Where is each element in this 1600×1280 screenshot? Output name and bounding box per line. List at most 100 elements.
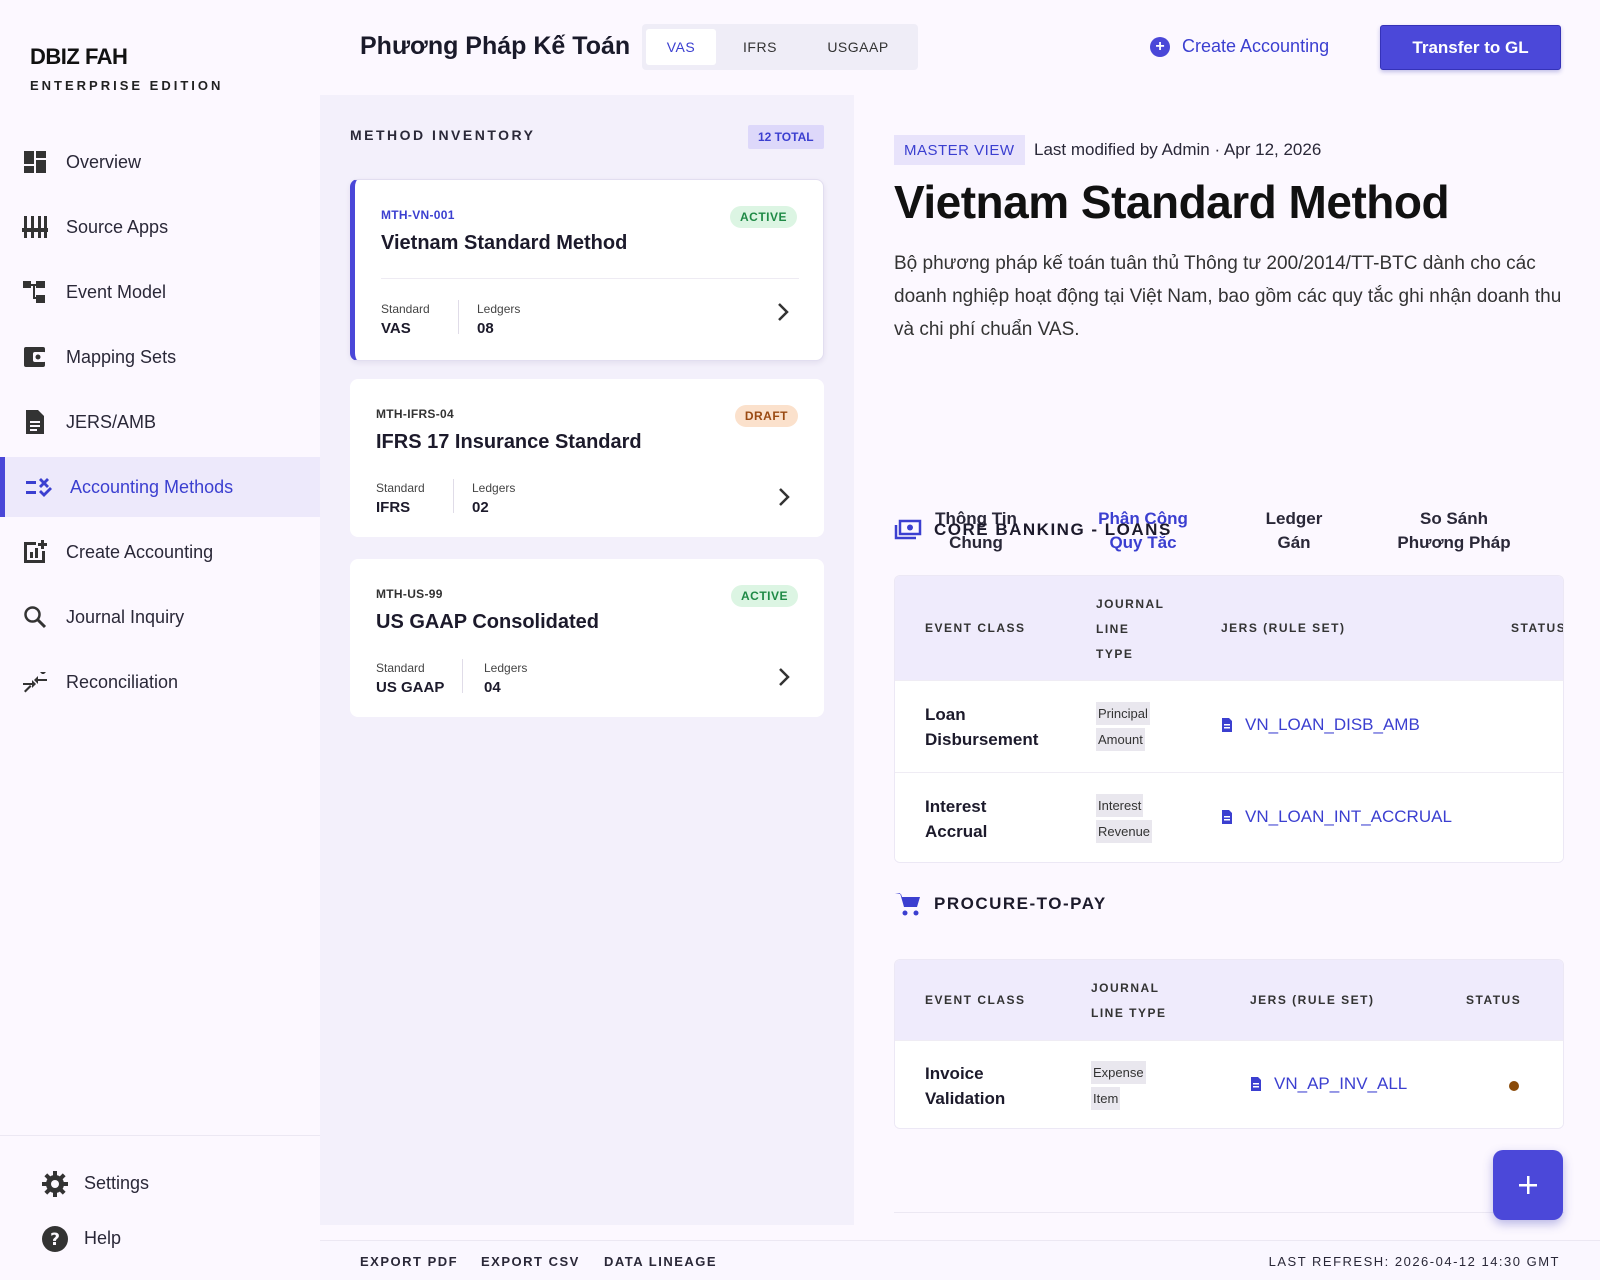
- total-badge: 12 TOTAL: [748, 125, 824, 149]
- master-view-badge: MASTER VIEW: [894, 135, 1025, 165]
- ledgers-value: 08: [477, 320, 494, 337]
- method-code: MTH-IFRS-04: [376, 407, 454, 421]
- tab-method-compare[interactable]: So Sánh Phương Pháp: [1390, 507, 1518, 555]
- journal-line-type: Expense Item: [1091, 1060, 1146, 1112]
- data-lineage-link[interactable]: DATA LINEAGE: [604, 1254, 718, 1269]
- plus-icon: [1519, 1176, 1537, 1194]
- standard-label: Standard: [381, 302, 430, 316]
- chevron-right-icon: [778, 667, 790, 693]
- method-description: Bộ phương pháp kế toán tuân thủ Thông tư…: [894, 253, 1562, 340]
- sidebar-item-accounting-methods[interactable]: Accounting Methods: [0, 457, 320, 517]
- tab-ledger-assign[interactable]: Ledger Gán: [1252, 507, 1336, 555]
- meta-separator: [458, 300, 459, 334]
- meta-separator: [453, 479, 454, 513]
- method-name: Vietnam Standard Method: [381, 232, 628, 254]
- standard-label: Standard: [376, 481, 425, 495]
- journal-line-type: Principal Amount: [1096, 701, 1150, 753]
- sidebar-bottom: Settings ? Help: [0, 1135, 320, 1266]
- section-header: CORE BANKING - LOANS: [894, 516, 1172, 544]
- money-icon: [894, 516, 922, 544]
- tab-ifrs[interactable]: IFRS: [743, 39, 777, 55]
- brand: DBIZ FAH ENTERPRISE EDITION: [30, 44, 223, 93]
- sidebar-item-label: Event Model: [66, 281, 167, 302]
- method-title: Vietnam Standard Method: [894, 176, 1450, 228]
- jers-link[interactable]: VN_AP_INV_ALL: [1250, 1074, 1407, 1094]
- table-row[interactable]: Invoice Validation Expense Item VN_AP_IN…: [895, 1040, 1563, 1128]
- add-circle-icon: +: [1150, 36, 1170, 57]
- table-header: EVENT CLASS JOURNAL LINE TYPE JERS (RULE…: [895, 960, 1563, 1040]
- method-name: US GAAP Consolidated: [376, 611, 599, 633]
- journal-line-type: Interest Revenue: [1096, 793, 1153, 845]
- tab-label: Ledger: [1265, 509, 1323, 528]
- inventory-heading: METHOD INVENTORY: [350, 127, 536, 143]
- sidebar-item-mapping-sets[interactable]: Mapping Sets: [0, 327, 320, 387]
- transfer-to-gl-button[interactable]: Transfer to GL: [1380, 25, 1561, 70]
- last-refresh-text: LAST REFRESH: 2026-04-12 14:30 GMT: [1268, 1254, 1560, 1269]
- column-header: JOURNAL LINE TYPE: [1091, 981, 1167, 1020]
- chart-add-icon: [22, 539, 48, 565]
- tab-label: Thông Tin: [935, 509, 1017, 528]
- sidebar-item-label: Journal Inquiry: [66, 606, 185, 627]
- standard-value: VAS: [381, 320, 411, 337]
- tab-label: Gán: [1277, 533, 1311, 552]
- tab-label: Phương Pháp: [1397, 533, 1511, 552]
- panel-divider: [894, 1212, 1564, 1213]
- column-header: STATUS: [1466, 993, 1522, 1007]
- wallet-icon: [22, 344, 48, 370]
- tab-label: So Sánh: [1419, 509, 1488, 528]
- sidebar-item-label: Accounting Methods: [70, 476, 234, 497]
- table-row[interactable]: Loan Disbursement Principal Amount VN_LO…: [895, 680, 1563, 772]
- page-title: Phương Pháp Kế Toán: [360, 32, 631, 60]
- rules-table: EVENT CLASS JOURNAL LINE TYPE JERS (RULE…: [894, 575, 1564, 863]
- method-card[interactable]: MTH-US-99 ACTIVE US GAAP Consolidated St…: [350, 559, 824, 717]
- table-header: EVENT CLASS JOURNAL LINE TYPE JERS (RULE…: [895, 576, 1563, 680]
- sidebar-item-event-model[interactable]: Event Model: [0, 262, 320, 322]
- sidebar-item-journal-inquiry[interactable]: Journal Inquiry: [0, 587, 320, 647]
- column-header: JOURNAL LINE TYPE: [1096, 597, 1165, 661]
- column-header: EVENT CLASS: [925, 621, 1026, 635]
- column-header: EVENT CLASS: [925, 993, 1026, 1007]
- sidebar-item-label: Create Accounting: [66, 541, 214, 562]
- sidebar-item-create-accounting[interactable]: Create Accounting: [0, 522, 320, 582]
- sidebar-item-jers-amb[interactable]: JERS/AMB: [0, 392, 320, 452]
- help-icon: ?: [40, 1224, 70, 1254]
- table-row[interactable]: Interest Accrual Interest Revenue VN_LOA…: [895, 772, 1563, 862]
- sidebar-item-label: Reconciliation: [66, 671, 179, 692]
- sidebar-item-label: Source Apps: [66, 216, 169, 237]
- dashboard-icon: [22, 149, 48, 175]
- tab-usgaap[interactable]: USGAAP: [827, 39, 889, 55]
- header: Phương Pháp Kế Toán VAS IFRS USGAAP + Cr…: [320, 0, 1600, 95]
- sidebar-item-reconciliation[interactable]: Reconciliation: [0, 652, 320, 712]
- export-pdf-link[interactable]: EXPORT PDF: [360, 1254, 459, 1269]
- add-rule-fab[interactable]: [1493, 1150, 1563, 1220]
- method-code: MTH-VN-001: [381, 208, 455, 222]
- ledgers-label: Ledgers: [472, 481, 516, 495]
- status-dot: [1509, 1081, 1519, 1091]
- sidebar-item-source-apps[interactable]: Source Apps: [0, 197, 320, 257]
- tab-general-info[interactable]: Thông Tin Chung: [924, 507, 1028, 555]
- create-accounting-link[interactable]: + Create Accounting: [1150, 36, 1329, 57]
- ledgers-label: Ledgers: [477, 302, 521, 316]
- svg-text:?: ?: [50, 1230, 60, 1250]
- method-card[interactable]: MTH-VN-001 ACTIVE Vietnam Standard Metho…: [350, 179, 824, 361]
- method-card[interactable]: MTH-IFRS-04 DRAFT IFRS 17 Insurance Stan…: [350, 379, 824, 537]
- gear-icon: [40, 1169, 70, 1199]
- tab-vas[interactable]: VAS: [646, 29, 716, 65]
- sliders-icon: [22, 214, 48, 240]
- section-header: PROCURE-TO-PAY: [894, 890, 1107, 918]
- sidebar-item-help[interactable]: ? Help: [0, 1211, 320, 1266]
- export-csv-link[interactable]: EXPORT CSV: [481, 1254, 580, 1269]
- card-divider: [381, 278, 799, 279]
- tab-rule-assignment[interactable]: Phân Công Quy Tắc: [1084, 507, 1202, 555]
- rule-icon: [26, 474, 52, 500]
- jers-link[interactable]: VN_LOAN_DISB_AMB: [1221, 715, 1420, 735]
- sidebar-item-settings[interactable]: Settings: [0, 1156, 320, 1211]
- rules-table: EVENT CLASS JOURNAL LINE TYPE JERS (RULE…: [894, 959, 1564, 1129]
- section-title: PROCURE-TO-PAY: [934, 894, 1107, 913]
- tab-label: Quy Tắc: [1109, 533, 1177, 552]
- document-icon: [22, 409, 48, 435]
- section-title: CORE BANKING - LOANS: [934, 520, 1172, 539]
- jers-link[interactable]: VN_LOAN_INT_ACCRUAL: [1221, 807, 1452, 827]
- sidebar: DBIZ FAH ENTERPRISE EDITION Overview Sou…: [0, 0, 320, 1280]
- sidebar-item-overview[interactable]: Overview: [0, 132, 320, 192]
